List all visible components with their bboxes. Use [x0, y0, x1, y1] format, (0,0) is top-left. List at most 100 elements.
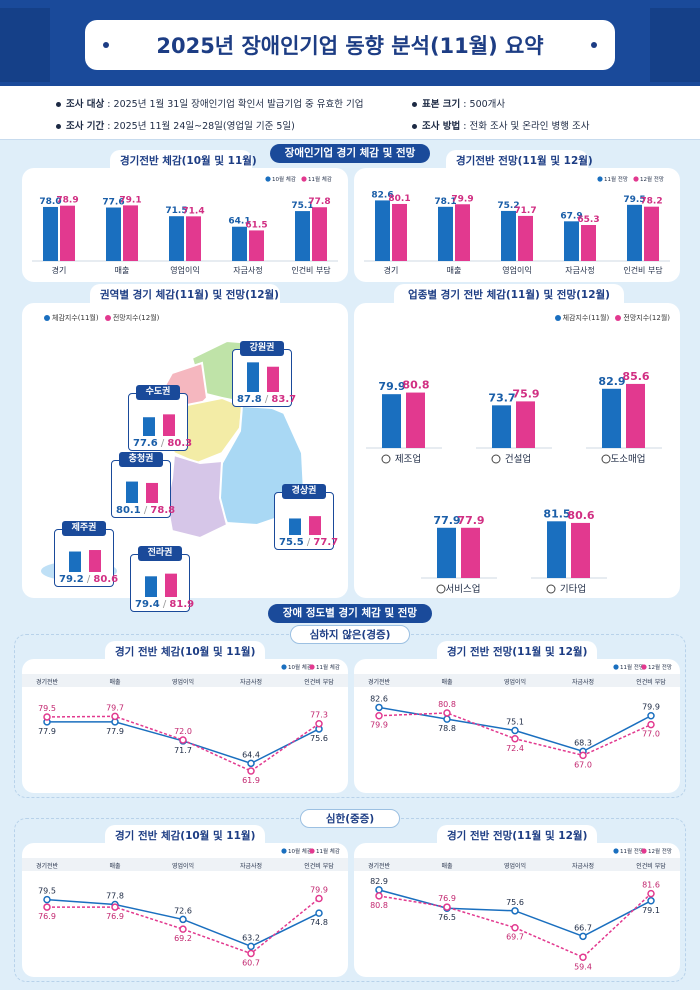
region-value-b: 80.3	[167, 438, 193, 449]
top-left-bar-a-2	[169, 216, 184, 261]
line-point-a-0	[43, 895, 51, 904]
top-left-category-3: 자금사정	[233, 265, 262, 275]
line-point-b-0	[375, 892, 383, 900]
line-legend-a: 10월 체감	[288, 663, 312, 671]
line-point-b-3	[579, 953, 587, 962]
top-right-category-1: 매출	[447, 265, 462, 275]
region-bars	[145, 573, 177, 597]
top-right-value-b-4: 78.2	[640, 197, 662, 207]
industry-value-a-4: 81.5	[543, 507, 570, 520]
line-label-a-1: 76.5	[438, 913, 456, 922]
header-side-bar-left	[0, 8, 50, 82]
survey-info: 조사 대상 : 2025년 1월 31일 장애인기업 확인서 발급기업 중 유효…	[0, 86, 700, 140]
region-slash: /	[83, 574, 94, 585]
line-category-3: 자금사정	[240, 862, 262, 870]
region-value-a: 79.2	[59, 574, 84, 585]
industry-name-1: 건설업	[505, 453, 531, 465]
line-legend-swatch-a	[613, 848, 619, 854]
line-point-a-4	[315, 909, 323, 917]
line-point-b-1	[111, 712, 119, 721]
line-category-3: 자금사정	[572, 862, 594, 870]
line-label-a-0: 82.9	[370, 877, 388, 886]
regional-legend: 체감지수(11월) 전망지수(12월)	[40, 313, 159, 323]
region-slash: /	[140, 505, 151, 516]
line-point-a-3	[247, 942, 255, 951]
top-left-value-b-3: 61.5	[245, 220, 267, 230]
top-right-category-4: 인건비 부담	[623, 265, 663, 275]
line-label-a-3: 64.4	[242, 750, 260, 759]
line-panel: 10월 체감 11월 체감 경기전반 매출 영업이익 자금사정 인건비 부담 77.9 79.5…	[22, 659, 348, 793]
top-right-bar-a-1	[438, 206, 453, 261]
top-right-category-0: 경기	[384, 265, 399, 275]
region-values: 80.1 / 78.8	[116, 505, 175, 516]
top-left-value-a-2: 71.5	[165, 206, 187, 216]
region-values: 77.6 / 80.3	[133, 438, 192, 449]
top-right-bar-b-2	[518, 215, 533, 261]
top-left-legend-b: 11월 체감	[308, 175, 332, 183]
industry-title: 업종별 경기 전반 체감(11월) 및 전망(12월)	[394, 284, 624, 306]
top-right-bar-b-3	[581, 225, 596, 261]
line-label-b-2: 69.2	[174, 934, 192, 943]
top-left-bar-b-4	[312, 207, 327, 261]
line-label-a-0: 79.5	[38, 887, 56, 896]
line-label-b-0: 79.5	[38, 704, 56, 713]
line-label-b-4: 77.0	[642, 730, 660, 739]
line-point-b-2	[511, 923, 519, 932]
top-right-bar-a-4	[627, 204, 642, 261]
line-point-a-2	[511, 907, 519, 915]
line-point-b-4	[315, 894, 323, 903]
top-left-bar-a-4	[295, 211, 310, 261]
industry-bar-b-2	[626, 383, 645, 448]
region-bars	[247, 362, 279, 392]
line-legend-b: 11월 체감	[316, 663, 340, 671]
line-point-b-2	[179, 925, 187, 933]
page-title: 2025년 장애인기업 동향 분석(11월) 요약	[85, 20, 615, 70]
line-legend-swatch-a	[281, 848, 287, 854]
line-label-a-2: 75.1	[506, 717, 524, 726]
region-value-a: 87.8	[237, 394, 262, 405]
region-box: 75.5 / 77.7	[274, 492, 338, 550]
industry-bar-a-3	[437, 527, 456, 578]
info-period: 조사 기간 : 2025년 11월 24일~28일(영업일 기준 5일)	[56, 118, 295, 132]
top-right-legend-swatch-a	[597, 176, 603, 182]
line-category-0: 경기전반	[36, 862, 59, 870]
region-slash: /	[159, 599, 170, 610]
top-left-bar-b-0	[60, 205, 75, 261]
info-target: 조사 대상 : 2025년 1월 31일 장애인기업 확인서 발급기업 중 유효…	[56, 96, 364, 110]
top-right-bar-b-0	[392, 203, 407, 261]
line-point-b-3	[247, 949, 255, 958]
line-category-1: 매출	[441, 862, 453, 870]
top-right-bar-a-2	[501, 210, 516, 261]
region-name: 충청권	[119, 452, 163, 467]
line-point-b-1	[111, 903, 119, 911]
region-values: 75.5 / 77.7	[279, 537, 338, 548]
region-box: 80.1 / 78.8	[111, 460, 175, 518]
region-name: 강원권	[240, 341, 284, 356]
top-left-legend-a: 10월 체감	[272, 175, 296, 183]
line-category-2: 영업이익	[172, 678, 194, 686]
line-point-b-2	[179, 736, 187, 744]
top-right-value-a-1: 78.1	[434, 197, 456, 207]
line-label-b-0: 80.8	[370, 901, 388, 910]
line-category-4: 인건비 부담	[636, 678, 666, 686]
line-point-a-4	[647, 711, 655, 720]
line-label-b-4: 79.9	[310, 885, 328, 894]
line-point-a-3	[579, 932, 587, 941]
industry-bar-a-0	[382, 394, 401, 448]
title-dot-left	[103, 42, 109, 48]
top-left-bar-a-3	[232, 226, 247, 261]
region-value-b: 83.7	[271, 394, 297, 405]
region-bars	[289, 516, 321, 535]
top-right-category-2: 영업이익	[502, 265, 531, 275]
industry-bar-b-4	[571, 522, 590, 578]
top-right-value-a-3: 67.9	[560, 211, 582, 221]
info-method: 조사 방법 : 전화 조사 및 온라인 병행 조사	[412, 118, 590, 132]
line-legend-b: 12월 전망	[648, 663, 672, 671]
top-right-value-b-2: 71.7	[514, 206, 536, 216]
line-point-b-1	[443, 709, 451, 717]
line-point-b-3	[579, 751, 587, 760]
top-left-bar-b-1	[123, 205, 138, 261]
top-left-value-b-4: 77.8	[308, 197, 330, 207]
line-label-b-2: 72.0	[174, 727, 192, 736]
